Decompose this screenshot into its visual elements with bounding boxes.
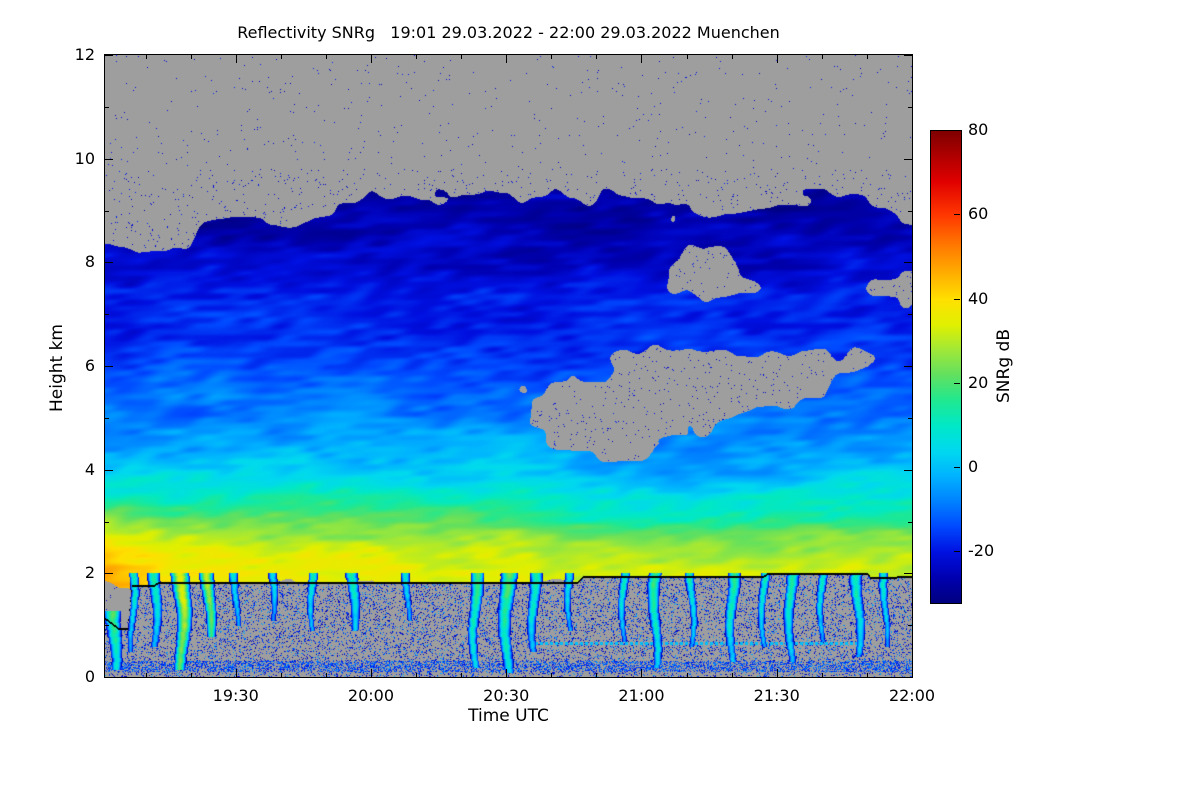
x-minor-tick [596,55,598,59]
x-tick [776,669,778,677]
colorbar-tick [954,467,960,469]
y-minor-tick [908,314,912,316]
x-minor-tick [866,55,868,59]
y-minor-tick [908,521,912,523]
x-minor-tick [821,673,823,677]
y-tick [904,366,912,367]
x-minor-tick [325,55,327,59]
x-minor-tick [551,55,553,59]
y-minor-tick [908,625,912,627]
x-minor-tick [461,673,463,677]
x-minor-tick [731,673,733,677]
x-minor-tick [551,673,553,677]
x-tick-label: 19:30 [212,686,259,705]
x-tick [506,55,508,63]
x-tick [235,669,237,677]
y-tick [904,262,912,264]
y-minor-tick [105,210,109,212]
x-minor-tick [145,55,147,59]
x-tick [641,669,643,677]
y-tick [904,158,912,160]
colorbar-tick [954,298,960,300]
x-tick [506,669,508,677]
colorbar-tick-label: 60 [968,204,989,224]
y-tick [904,573,912,575]
y-tick-label: 6 [84,356,95,375]
x-minor-tick [416,55,418,59]
x-minor-tick [866,673,868,677]
plot-area [104,54,913,678]
y-minor-tick [105,625,109,627]
x-minor-tick [145,673,147,677]
x-axis-label: Time UTC [468,706,549,726]
x-minor-tick [280,673,282,677]
y-tick-label: 2 [84,563,95,583]
x-minor-tick [821,55,823,59]
colorbar-tick-label: 80 [968,120,989,139]
y-minor-tick [105,314,109,316]
y-tick [105,573,113,575]
y-tick [904,469,912,471]
x-minor-tick [686,55,688,59]
colorbar-tick [954,130,960,131]
x-tick-label: 21:00 [618,686,665,705]
y-tick [105,55,113,56]
x-tick-label: 21:30 [753,686,800,705]
x-tick-label: 22:00 [888,686,936,705]
y-tick [904,55,912,56]
heatmap-canvas [105,55,912,677]
y-minor-tick [908,106,912,108]
y-tick-label: 0 [84,667,95,686]
x-tick [776,55,778,63]
chart-title: Reflectivity SNRg 19:01 29.03.2022 - 22:… [237,23,780,42]
colorbar-tick [954,214,960,216]
y-tick [105,469,113,471]
x-minor-tick [416,673,418,677]
x-minor-tick [731,55,733,59]
x-minor-tick [325,673,327,677]
y-tick-label: 8 [84,252,95,272]
y-tick-label: 4 [84,459,95,479]
x-tick [912,669,913,677]
colorbar-tick [954,382,960,384]
colorbar-label: SNRg dB [994,329,1014,403]
colorbar-tick-label: 40 [968,288,989,308]
x-minor-tick [461,55,463,59]
colorbar [930,130,962,604]
x-tick [370,669,372,677]
y-tick-label: 12 [74,45,95,64]
colorbar-tick-label: 20 [968,372,989,392]
x-tick [370,55,372,63]
x-minor-tick [280,55,282,59]
x-minor-tick [686,673,688,677]
y-tick [105,158,113,160]
y-tick [105,262,113,264]
x-minor-tick [596,673,598,677]
y-tick-label: 10 [74,148,95,168]
y-minor-tick [908,417,912,419]
colorbar-tick-label: -20 [968,541,995,561]
x-tick [912,55,913,63]
x-tick [235,55,237,63]
y-minor-tick [105,521,109,523]
y-minor-tick [105,417,109,419]
x-tick-label: 20:30 [483,686,530,705]
y-tick [904,677,912,678]
x-tick [641,55,643,63]
x-minor-tick [190,55,192,59]
y-tick [105,677,113,678]
colorbar-tick [954,551,960,553]
y-minor-tick [105,106,109,108]
x-tick-label: 20:00 [347,686,395,705]
y-tick [105,366,113,367]
y-minor-tick [908,210,912,212]
x-minor-tick [190,673,192,677]
colorbar-tick-label: 0 [968,457,979,477]
